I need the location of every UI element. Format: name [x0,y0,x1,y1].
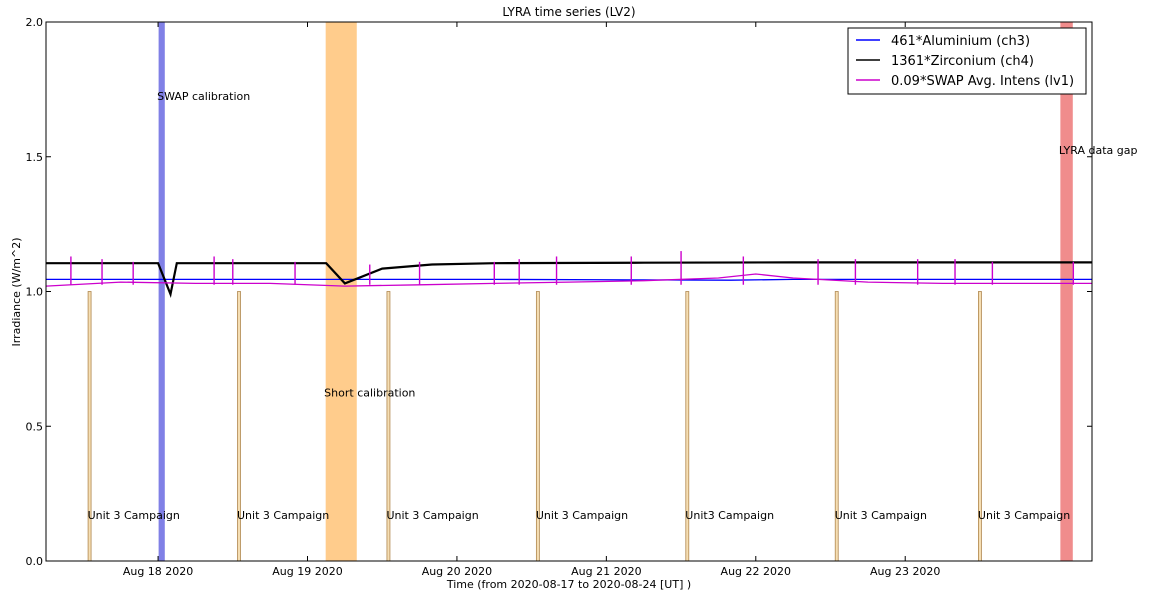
calibration-band [325,21,357,562]
y-tick-label: 0.0 [26,555,44,568]
series-line [46,261,1092,299]
campaign-label: Unit 3 Campaign [386,509,478,522]
legend: 461*Aluminium (ch3) 1361*Zirconium (ch4) 0… [847,27,1087,95]
campaign-label: Unit 3 Campaign [978,509,1070,522]
calibration-band [1060,21,1073,562]
legend-label: 1361*Zirconium (ch4) [891,54,1034,69]
legend-label: 461*Aluminium (ch3) [891,34,1030,49]
series-line [46,278,1092,281]
x-tick-label: Aug 20 2020 [422,565,492,578]
campaign-label: Unit 3 Campaign [237,509,329,522]
annotation-labels-layer: SWAP calibration Short calibration LYRA da… [88,90,1138,522]
y-tick-label: 0.5 [26,420,44,433]
x-tick-label: Aug 23 2020 [870,565,940,578]
legend-label: 0.09*SWAP Avg. Intens (lv1) [891,74,1074,89]
axes-layer: 0.0 0.5 1.0 1.5 2.0 Aug 18 2020 Aug 19 2020 Aug… [26,16,1092,578]
x-tick-label: Aug 21 2020 [571,565,641,578]
legend-box [847,27,1087,95]
chart-title: LYRA time series (LV2) [502,5,635,19]
campaign-label: Unit 3 Campaign [88,509,180,522]
series-layer [45,251,1092,299]
campaign-label: Unit 3 Campaign [536,509,628,522]
campaign-label: Unit3 Campaign [685,509,774,522]
band-label: Short calibration [324,387,415,400]
y-tick-label: 1.0 [26,286,44,299]
calibration-bands-layer [158,21,1073,562]
y-axis-label: Irradiance (W/m^2) [10,238,23,347]
y-tick-label: 2.0 [26,16,44,29]
x-tick-label: Aug 19 2020 [272,565,342,578]
y-tick-label: 1.5 [26,151,44,164]
band-label: SWAP calibration [157,90,250,103]
x-tick-label: Aug 18 2020 [123,565,193,578]
campaign-bars-layer [87,291,982,562]
campaign-label: Unit 3 Campaign [835,509,927,522]
x-tick-label: Aug 22 2020 [721,565,791,578]
band-label: LYRA data gap [1059,144,1138,157]
x-axis-label: Time (from 2020-08-17 to 2020-08-24 [UT]… [446,578,691,591]
